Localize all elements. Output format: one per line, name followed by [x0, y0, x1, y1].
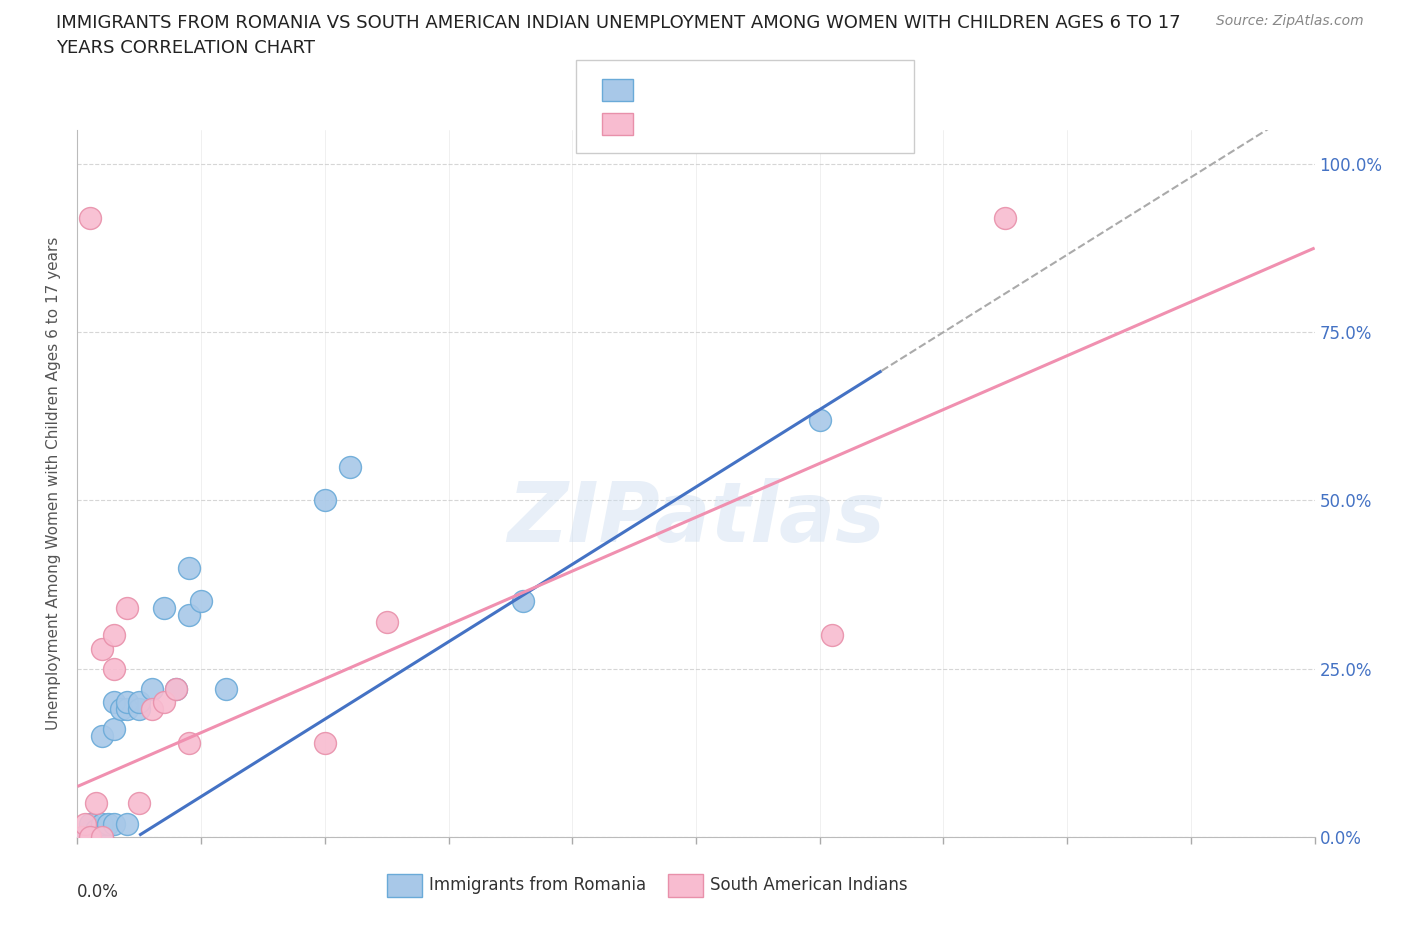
Point — [79, 830, 101, 844]
Point — [808, 412, 831, 427]
Point — [84, 823, 107, 838]
Point — [128, 695, 150, 710]
Point — [375, 614, 398, 629]
Point — [177, 560, 200, 575]
Point — [115, 695, 138, 710]
Point — [177, 607, 200, 622]
Point — [91, 641, 114, 656]
Point — [79, 830, 101, 844]
Point — [141, 701, 163, 716]
Point — [153, 695, 176, 710]
Point — [79, 830, 101, 844]
Y-axis label: Unemployment Among Women with Children Ages 6 to 17 years: Unemployment Among Women with Children A… — [46, 237, 62, 730]
Point — [103, 695, 125, 710]
Point — [91, 728, 114, 743]
Text: R = 0.789   N = 31: R = 0.789 N = 31 — [641, 86, 811, 104]
Point — [215, 682, 238, 697]
Point — [115, 817, 138, 831]
Point — [128, 701, 150, 716]
Point — [79, 817, 101, 831]
Point — [165, 682, 187, 697]
Point — [110, 701, 132, 716]
Text: ZIPatlas: ZIPatlas — [508, 478, 884, 560]
Point — [177, 736, 200, 751]
Text: IMMIGRANTS FROM ROMANIA VS SOUTH AMERICAN INDIAN UNEMPLOYMENT AMONG WOMEN WITH C: IMMIGRANTS FROM ROMANIA VS SOUTH AMERICA… — [56, 14, 1181, 32]
Point — [79, 210, 101, 225]
Point — [314, 736, 336, 751]
Text: South American Indians: South American Indians — [710, 876, 908, 895]
Text: YEARS CORRELATION CHART: YEARS CORRELATION CHART — [56, 39, 315, 57]
Point — [72, 830, 94, 844]
Point — [128, 796, 150, 811]
Point — [512, 594, 534, 609]
Point — [103, 661, 125, 676]
Point — [103, 628, 125, 643]
Point — [72, 830, 94, 844]
Point — [103, 722, 125, 737]
Text: Source: ZipAtlas.com: Source: ZipAtlas.com — [1216, 14, 1364, 28]
Point — [103, 817, 125, 831]
Point — [994, 210, 1017, 225]
Text: Immigrants from Romania: Immigrants from Romania — [429, 876, 645, 895]
Point — [79, 823, 101, 838]
Point — [84, 796, 107, 811]
Point — [153, 601, 176, 616]
Point — [821, 628, 844, 643]
Point — [190, 594, 212, 609]
Point — [141, 682, 163, 697]
Point — [91, 830, 114, 844]
Point — [314, 493, 336, 508]
Point — [339, 459, 361, 474]
Point — [73, 817, 96, 831]
Point — [115, 601, 138, 616]
Text: 0.0%: 0.0% — [77, 883, 120, 901]
Point — [75, 830, 97, 844]
Text: R = 0.48   N = 19: R = 0.48 N = 19 — [641, 118, 800, 136]
Point — [115, 701, 138, 716]
Point — [91, 817, 114, 831]
Point — [97, 817, 120, 831]
Point — [91, 830, 114, 844]
Point — [165, 682, 187, 697]
